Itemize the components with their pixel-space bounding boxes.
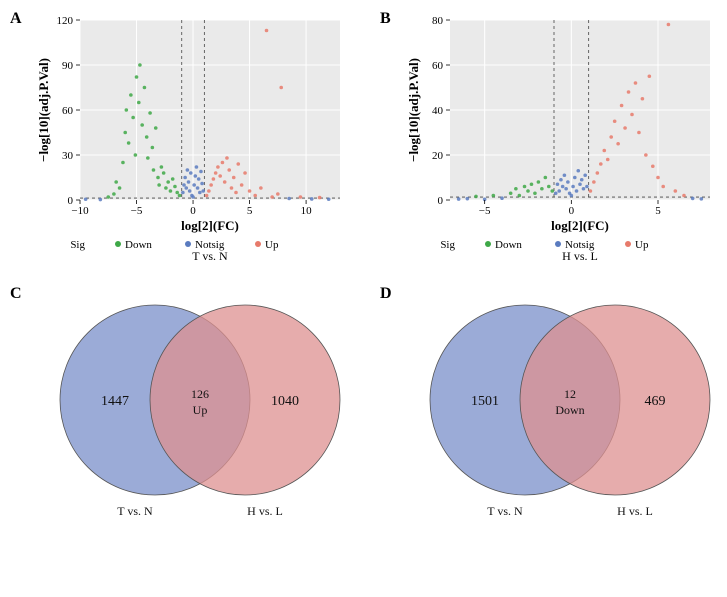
svg-text:1501: 1501 <box>471 394 499 409</box>
svg-text:12: 12 <box>564 387 576 401</box>
svg-text:H vs. L: H vs. L <box>562 249 598 263</box>
panel-B: B −5 0 5 0 20 40 60 80 log[2](FC) −log[10](adj.P.… <box>380 10 727 275</box>
panel-label-D: D <box>380 285 392 303</box>
svg-text:126: 126 <box>191 387 209 401</box>
svg-text:log[2](FC): log[2](FC) <box>181 218 239 233</box>
svg-text:Down: Down <box>125 239 152 251</box>
svg-text:40: 40 <box>432 105 444 117</box>
svg-text:Up: Up <box>635 239 649 251</box>
volcano-plot-B: −5 0 5 0 20 40 60 80 log[2](FC) −log[10](adj.P.Va… <box>400 10 727 275</box>
figure-grid: A −10−505100306090120log[2](FC)−log[10](… <box>10 10 717 535</box>
svg-text:−10: −10 <box>71 205 89 217</box>
svg-text:0: 0 <box>190 205 196 217</box>
svg-text:−log[10](adj.P.Val): −log[10](adj.P.Val) <box>36 58 51 162</box>
svg-text:10: 10 <box>301 205 313 217</box>
svg-text:80: 80 <box>432 15 444 27</box>
svg-text:T vs. N: T vs. N <box>192 249 228 263</box>
svg-text:1447: 1447 <box>101 394 129 409</box>
svg-text:469: 469 <box>645 394 666 409</box>
svg-text:Sig: Sig <box>70 239 85 251</box>
svg-text:5: 5 <box>655 205 661 217</box>
svg-text:0: 0 <box>68 195 74 207</box>
panel-A: A −10 −5 0 5 10 0 30 60 90 120 log[2](FC) −log[10](… <box>10 10 360 275</box>
svg-text:Down: Down <box>495 239 522 251</box>
svg-text:0: 0 <box>569 205 575 217</box>
svg-text:T vs. N: T vs. N <box>487 504 523 518</box>
volcano-A-wrap: −10 −5 0 5 10 0 30 60 90 120 log[2](FC) −log[10](ad… <box>30 10 360 275</box>
svg-text:log[2](FC): log[2](FC) <box>551 218 609 233</box>
svg-text:30: 30 <box>62 150 74 162</box>
venn-D-wrap: 1501 469 12 Down T vs. N H vs. L <box>400 285 727 535</box>
svg-text:90: 90 <box>62 60 74 72</box>
venn-diagram-D: 1501 469 12 Down T vs. N H vs. L <box>400 285 727 535</box>
panel-label-C: C <box>10 285 22 303</box>
svg-text:H vs. L: H vs. L <box>617 504 653 518</box>
svg-text:Up: Up <box>193 403 208 417</box>
svg-text:0: 0 <box>438 195 444 207</box>
volcano-B-wrap: −5 0 5 0 20 40 60 80 log[2](FC) −log[10](adj.P.Va… <box>400 10 727 275</box>
svg-text:Sig: Sig <box>440 239 455 251</box>
svg-text:120: 120 <box>57 15 74 27</box>
svg-text:−5: −5 <box>479 205 491 217</box>
panel-label-A: A <box>10 10 22 28</box>
svg-text:H vs. L: H vs. L <box>247 504 283 518</box>
svg-text:Up: Up <box>265 239 279 251</box>
svg-text:−5: −5 <box>131 205 143 217</box>
svg-text:T vs. N: T vs. N <box>117 504 153 518</box>
svg-text:Down: Down <box>555 403 584 417</box>
panel-label-B: B <box>380 10 391 28</box>
panel-C: C 1447 1040 126 Up T vs. N H vs. L <box>10 285 360 535</box>
svg-text:60: 60 <box>432 60 444 72</box>
svg-text:5: 5 <box>247 205 253 217</box>
svg-text:20: 20 <box>432 150 444 162</box>
svg-text:−log[10](adj.P.Val): −log[10](adj.P.Val) <box>406 58 421 162</box>
venn-C-wrap: 1447 1040 126 Up T vs. N H vs. L <box>30 285 360 535</box>
svg-text:1040: 1040 <box>271 394 299 409</box>
volcano-plot-A: −10 −5 0 5 10 0 30 60 90 120 log[2](FC) −log[10](ad… <box>30 10 360 275</box>
panel-D: D 1501 469 12 Down T vs. N H vs. L <box>380 285 727 535</box>
svg-text:60: 60 <box>62 105 74 117</box>
venn-diagram-C: 1447 1040 126 Up T vs. N H vs. L <box>30 285 360 535</box>
